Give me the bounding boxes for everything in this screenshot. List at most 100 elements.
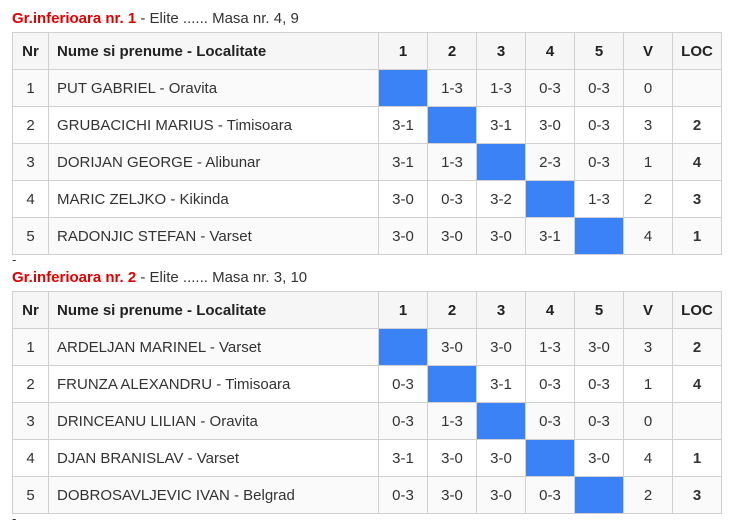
rank: 2	[672, 106, 722, 144]
table-row: 5 DOBROSAVLJEVIC IVAN - Belgrad 0-3 3-0 3-0 0…	[12, 476, 722, 514]
match-score: 3-0	[427, 439, 477, 477]
match-score: 3-0	[525, 106, 575, 144]
row-number: 4	[12, 180, 49, 218]
header-col-1: 1	[378, 32, 428, 70]
match-score: 3-0	[427, 476, 477, 514]
match-score: 0-3	[427, 180, 477, 218]
rank	[672, 402, 722, 440]
match-score: 1-3	[427, 402, 477, 440]
match-score: 0-3	[378, 365, 428, 403]
header-loc: LOC	[672, 291, 722, 329]
self-match-cell	[574, 217, 624, 255]
player-name: DRINCEANU LILIAN - Oravita	[48, 402, 379, 440]
self-match-cell	[378, 69, 428, 107]
match-score: 2-3	[525, 143, 575, 181]
table-row: 4 MARIC ZELJKO - Kikinda 3-0 0-3 3-2 1-3 2 3	[12, 180, 722, 218]
player-name: DJAN BRANISLAV - Varset	[48, 439, 379, 477]
table-row: 3 DORIJAN GEORGE - Alibunar 3-1 1-3 2-3 0-3 1 4	[12, 143, 722, 181]
table-row: 3 DRINCEANU LILIAN - Oravita 0-3 1-3 0-3 0-3 0	[12, 402, 722, 440]
self-match-cell	[525, 439, 575, 477]
row-number: 5	[12, 217, 49, 255]
header-col-3: 3	[476, 291, 526, 329]
header-v: V	[623, 32, 673, 70]
victories: 3	[623, 328, 673, 366]
match-score: 0-3	[525, 476, 575, 514]
row-number: 1	[12, 69, 49, 107]
player-name: RADONJIC STEFAN - Varset	[48, 217, 379, 255]
victories: 4	[623, 439, 673, 477]
player-name: MARIC ZELJKO - Kikinda	[48, 180, 379, 218]
row-number: 3	[12, 402, 49, 440]
match-score: 3-0	[574, 328, 624, 366]
match-score: 3-1	[378, 439, 428, 477]
match-score: 3-1	[378, 106, 428, 144]
victories: 2	[623, 180, 673, 218]
row-number: 3	[12, 143, 49, 181]
match-score: 3-2	[476, 180, 526, 218]
header-v: V	[623, 291, 673, 329]
self-match-cell	[476, 402, 526, 440]
victories: 1	[623, 365, 673, 403]
rank	[672, 69, 722, 107]
header-loc: LOC	[672, 32, 722, 70]
group-title: Gr.inferioara nr. 2 - Elite ...... Masa …	[12, 269, 307, 286]
table-header-row: Nr Nume si prenume - Localitate 1 2 3 4 5 V LOC	[12, 291, 722, 329]
self-match-cell	[574, 476, 624, 514]
rank: 4	[672, 365, 722, 403]
self-match-cell	[427, 106, 477, 144]
match-score: 0-3	[574, 365, 624, 403]
header-col-5: 5	[574, 291, 624, 329]
victories: 4	[623, 217, 673, 255]
player-name: DOBROSAVLJEVIC IVAN - Belgrad	[48, 476, 379, 514]
match-score: 0-3	[574, 69, 624, 107]
match-score: 0-3	[525, 69, 575, 107]
group-title: Gr.inferioara nr. 1 - Elite ...... Masa …	[12, 10, 299, 27]
separator-dash: -	[12, 252, 17, 267]
header-name: Nume si prenume - Localitate	[48, 32, 379, 70]
rank: 1	[672, 439, 722, 477]
header-col-4: 4	[525, 291, 575, 329]
match-score: 0-3	[574, 143, 624, 181]
match-score: 0-3	[574, 402, 624, 440]
rank: 2	[672, 328, 722, 366]
match-score: 0-3	[378, 476, 428, 514]
header-col-4: 4	[525, 32, 575, 70]
row-number: 2	[12, 106, 49, 144]
header-name: Nume si prenume - Localitate	[48, 291, 379, 329]
match-score: 0-3	[574, 106, 624, 144]
row-number: 2	[12, 365, 49, 403]
victories: 1	[623, 143, 673, 181]
match-score: 3-0	[427, 217, 477, 255]
player-name: DORIJAN GEORGE - Alibunar	[48, 143, 379, 181]
match-score: 3-0	[427, 328, 477, 366]
match-score: 0-3	[525, 365, 575, 403]
group-name: Gr.inferioara nr. 1	[12, 10, 137, 27]
group-table: Nr Nume si prenume - Localitate 1 2 3 4 5 V LOC 1…	[12, 32, 722, 255]
table-row: 2 GRUBACICHI MARIUS - Timisoara 3-1 3-1 3-0 0…	[12, 106, 722, 144]
header-col-2: 2	[427, 291, 477, 329]
match-score: 3-1	[525, 217, 575, 255]
match-score: 3-0	[476, 328, 526, 366]
row-number: 1	[12, 328, 49, 366]
self-match-cell	[525, 180, 575, 218]
table-row: 1 ARDELJAN MARINEL - Varset 3-0 3-0 1-3 3-0 3 2	[12, 328, 722, 366]
match-score: 1-3	[525, 328, 575, 366]
table-row: 4 DJAN BRANISLAV - Varset 3-1 3-0 3-0 3-0 4 1	[12, 439, 722, 477]
match-score: 1-3	[427, 143, 477, 181]
group-table: Nr Nume si prenume - Localitate 1 2 3 4 5 V LOC 1…	[12, 291, 722, 514]
rank: 3	[672, 476, 722, 514]
header-col-2: 2	[427, 32, 477, 70]
header-nr: Nr	[12, 32, 49, 70]
match-score: 3-0	[378, 180, 428, 218]
player-name: ARDELJAN MARINEL - Varset	[48, 328, 379, 366]
match-score: 0-3	[525, 402, 575, 440]
match-score: 3-0	[476, 439, 526, 477]
separator-dash: -	[12, 511, 17, 526]
self-match-cell	[378, 328, 428, 366]
match-score: 3-0	[476, 217, 526, 255]
match-score: 1-3	[427, 69, 477, 107]
victories: 3	[623, 106, 673, 144]
rank: 4	[672, 143, 722, 181]
header-nr: Nr	[12, 291, 49, 329]
table-header-row: Nr Nume si prenume - Localitate 1 2 3 4 5 V LOC	[12, 32, 722, 70]
